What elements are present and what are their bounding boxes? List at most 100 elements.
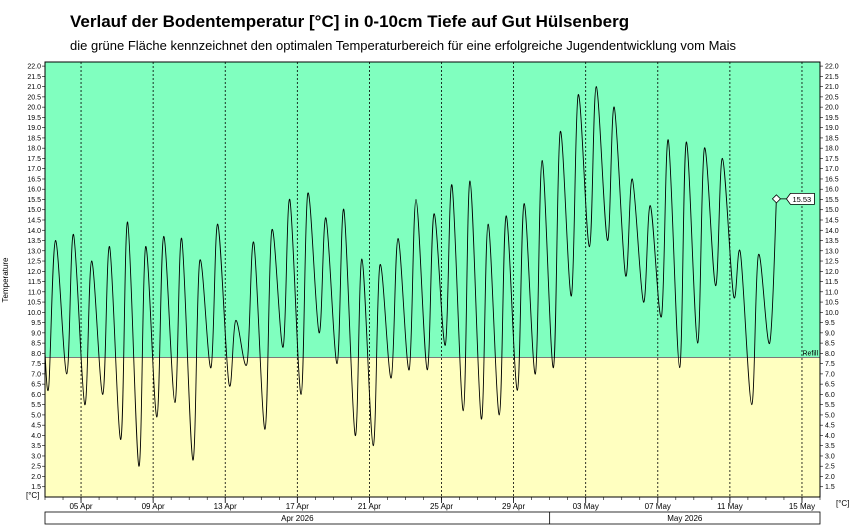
y-tick-label-right: 5.5 (825, 402, 835, 409)
y-tick-label-left: 12.5 (27, 259, 41, 266)
x-tick-label: 11 May (717, 502, 743, 511)
x-tick-label: 17 Apr (286, 502, 309, 511)
y-tick-label-right: 15.5 (825, 197, 839, 204)
y-tick-label-right: 6.0 (825, 392, 835, 399)
x-tick-label: 25 Apr (430, 502, 453, 511)
y-tick-label-right: 19.0 (825, 125, 839, 132)
y-tick-label-right: 18.0 (825, 146, 839, 153)
y-tick-label-right: 21.5 (825, 74, 839, 81)
y-tick-label-left: 19.0 (27, 125, 41, 132)
y-tick-label-left: 19.5 (27, 115, 41, 122)
y-tick-label-left: 3.5 (31, 443, 41, 450)
x-tick-label: 03 May (573, 502, 599, 511)
y-unit-label-right: [°C] (836, 499, 849, 508)
y-tick-label-right: 20.0 (825, 105, 839, 112)
y-tick-label-left: 1.5 (31, 484, 41, 491)
y-tick-label-right: 9.5 (825, 320, 835, 327)
y-tick-label-right: 8.5 (825, 341, 835, 348)
y-tick-label-right: 14.0 (825, 228, 839, 235)
y-tick-label-right: 2.0 (825, 474, 835, 481)
last-value-marker (771, 194, 782, 204)
y-tick-label-left: 12.0 (27, 269, 41, 276)
y-tick-label-right: 11.5 (825, 279, 838, 286)
y-tick-label-left: 18.0 (27, 146, 41, 153)
y-tick-label-right: 12.0 (825, 269, 839, 276)
y-tick-label-left: 4.5 (31, 423, 41, 430)
optimal-zone (45, 62, 820, 358)
chart-title: Verlauf der Bodentemperatur [°C] in 0-10… (70, 12, 630, 31)
y-tick-label-left: 17.5 (27, 156, 41, 163)
y-unit-label-left: [°C] (26, 491, 39, 500)
y-tick-label-left: 9.0 (31, 330, 41, 337)
y-tick-label-right: 2.5 (825, 464, 835, 471)
y-tick-label-right: 14.5 (825, 217, 839, 224)
x-tick-label: 09 Apr (142, 502, 165, 511)
y-tick-label-right: 4.5 (825, 423, 835, 430)
x-tick-label: 13 Apr (214, 502, 237, 511)
y-tick-label-left: 17.0 (27, 166, 41, 173)
x-tick-label: 21 Apr (358, 502, 381, 511)
y-tick-label-left: 22.0 (27, 64, 41, 71)
y-tick-label-left: 6.5 (31, 382, 41, 389)
y-tick-label-right: 4.0 (825, 433, 835, 440)
y-tick-label-right: 15.0 (825, 207, 839, 214)
y-tick-label-right: 17.5 (825, 156, 839, 163)
y-tick-label-right: 20.5 (825, 94, 839, 101)
y-tick-label-left: 20.0 (27, 105, 41, 112)
y-tick-label-left: 11.5 (28, 279, 41, 286)
x-tick-label: 05 Apr (69, 502, 92, 511)
y-tick-label-right: 10.0 (825, 310, 839, 317)
y-tick-label-right: 1.5 (825, 484, 835, 491)
grid-lines (44, 61, 821, 498)
y-tick-label-left: 14.5 (27, 217, 41, 224)
temperature-series: 15.53 (44, 86, 815, 467)
y-tick-label-left: 16.5 (27, 176, 41, 183)
x-axis: 05 Apr 09 Apr 13 Apr 17 Apr 21 Apr 25 Apr 29 A… (44, 497, 821, 525)
y-tick-label-right: 5.0 (825, 412, 835, 419)
y-tick-label-right: 7.0 (825, 371, 835, 378)
below-zone (45, 357, 820, 497)
y-tick-label-right: 16.5 (825, 176, 839, 183)
y-tick-label-left: 15.0 (27, 207, 41, 214)
y-tick-label-left: 5.5 (31, 402, 41, 409)
x-tick-label: 07 May (645, 502, 671, 511)
y-tick-label-left: 13.0 (27, 248, 41, 255)
y-tick-label-right: 22.0 (825, 64, 839, 71)
y-tick-label-right: 21.0 (825, 84, 839, 91)
y-tick-label-left: 21.0 (27, 84, 41, 91)
y-tick-label-left: 10.5 (27, 300, 41, 307)
y-tick-label-left: 4.0 (31, 433, 41, 440)
y-tick-label-left: 14.0 (27, 228, 41, 235)
y-tick-label-right: 19.5 (825, 115, 839, 122)
last-value-label: 15.53 (792, 195, 811, 204)
y-tick-label-left: 10.0 (27, 310, 41, 317)
y-tick-label-right: 6.5 (825, 382, 835, 389)
threshold-label: Refill (802, 350, 818, 357)
y-tick-label-left: 7.5 (31, 361, 41, 368)
y-tick-label-right: 8.0 (825, 351, 835, 358)
y-tick-label-right: 18.5 (825, 135, 839, 142)
y-tick-label-right: 13.5 (825, 238, 839, 245)
y-tick-label-left: 20.5 (27, 94, 41, 101)
y-tick-label-left: 13.5 (27, 238, 41, 245)
y-axis-left: 1.5 2.0 2.5 3.0 3.5 4.0 4.5 5.0 5.5 6.0 6.5 7.0 7.5 8… (27, 64, 45, 491)
y-tick-label-left: 3.0 (31, 453, 41, 460)
month-label: Apr 2026 (281, 514, 314, 523)
y-tick-label-right: 17.0 (825, 166, 839, 173)
month-label: May 2026 (667, 514, 703, 523)
y-tick-label-left: 8.0 (31, 351, 41, 358)
y-tick-label-left: 8.5 (31, 341, 41, 348)
y-tick-label-left: 5.0 (31, 412, 41, 419)
y-tick-label-left: 2.5 (31, 464, 41, 471)
y-tick-label-left: 15.5 (27, 197, 41, 204)
y-tick-label-right: 7.5 (825, 361, 835, 368)
y-tick-label-right: 16.0 (825, 187, 839, 194)
y-tick-label-left: 7.0 (31, 371, 41, 378)
y-tick-label-left: 11.0 (28, 289, 41, 296)
y-tick-label-right: 12.5 (825, 259, 839, 266)
y-tick-label-right: 10.5 (825, 300, 839, 307)
y-tick-label-left: 2.0 (31, 474, 41, 481)
y-tick-label-left: 9.5 (31, 320, 41, 327)
month-band (44, 511, 821, 525)
